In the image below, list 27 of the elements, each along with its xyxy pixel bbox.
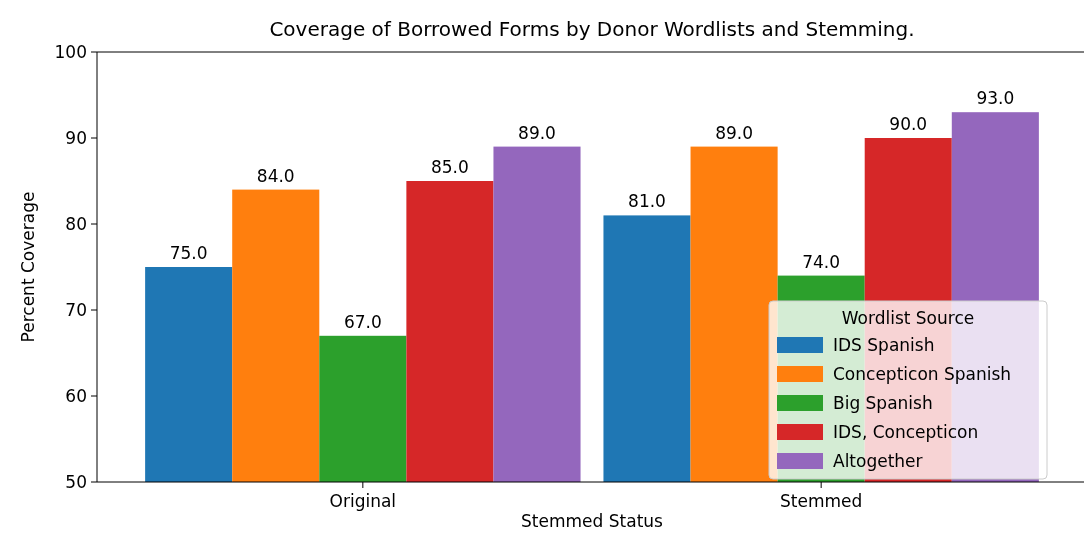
data-label: 90.0 [889, 114, 928, 134]
x-tick-label: Stemmed [780, 491, 863, 511]
data-label: 81.0 [628, 191, 666, 212]
y-tick-label: 100 [54, 41, 87, 62]
data-label: 93.0 [976, 88, 1015, 109]
legend-label: Altogether [833, 450, 923, 471]
x-axis-title: Stemmed Status [521, 511, 664, 531]
y-tick-label: 90 [65, 127, 87, 148]
y-axis-title: Percent Coverage [18, 191, 38, 343]
legend-label: Concepticon Spanish [833, 363, 1012, 384]
y-tick-label: 80 [65, 213, 87, 234]
y-tick-label: 70 [65, 299, 87, 320]
legend-label: IDS, Concepticon [833, 421, 979, 442]
data-label: 89.0 [518, 122, 556, 143]
x-tick-label: Original [329, 491, 397, 511]
legend-label: Big Spanish [833, 392, 933, 413]
data-label: 85.0 [430, 157, 469, 177]
chart-title: Coverage of Borrowed Forms by Donor Wordlists and Stemming. [269, 17, 915, 41]
legend-title: Wordlist Source [841, 308, 975, 328]
y-tick-label: 50 [65, 471, 87, 492]
data-label: 67.0 [343, 311, 382, 332]
data-label: 89.0 [715, 122, 754, 143]
data-label: 74.0 [802, 251, 841, 272]
y-tick-label: 60 [65, 385, 87, 406]
legend-label: IDS Spanish [833, 334, 935, 355]
data-label: 75.0 [169, 243, 208, 263]
data-label: 84.0 [256, 165, 295, 186]
